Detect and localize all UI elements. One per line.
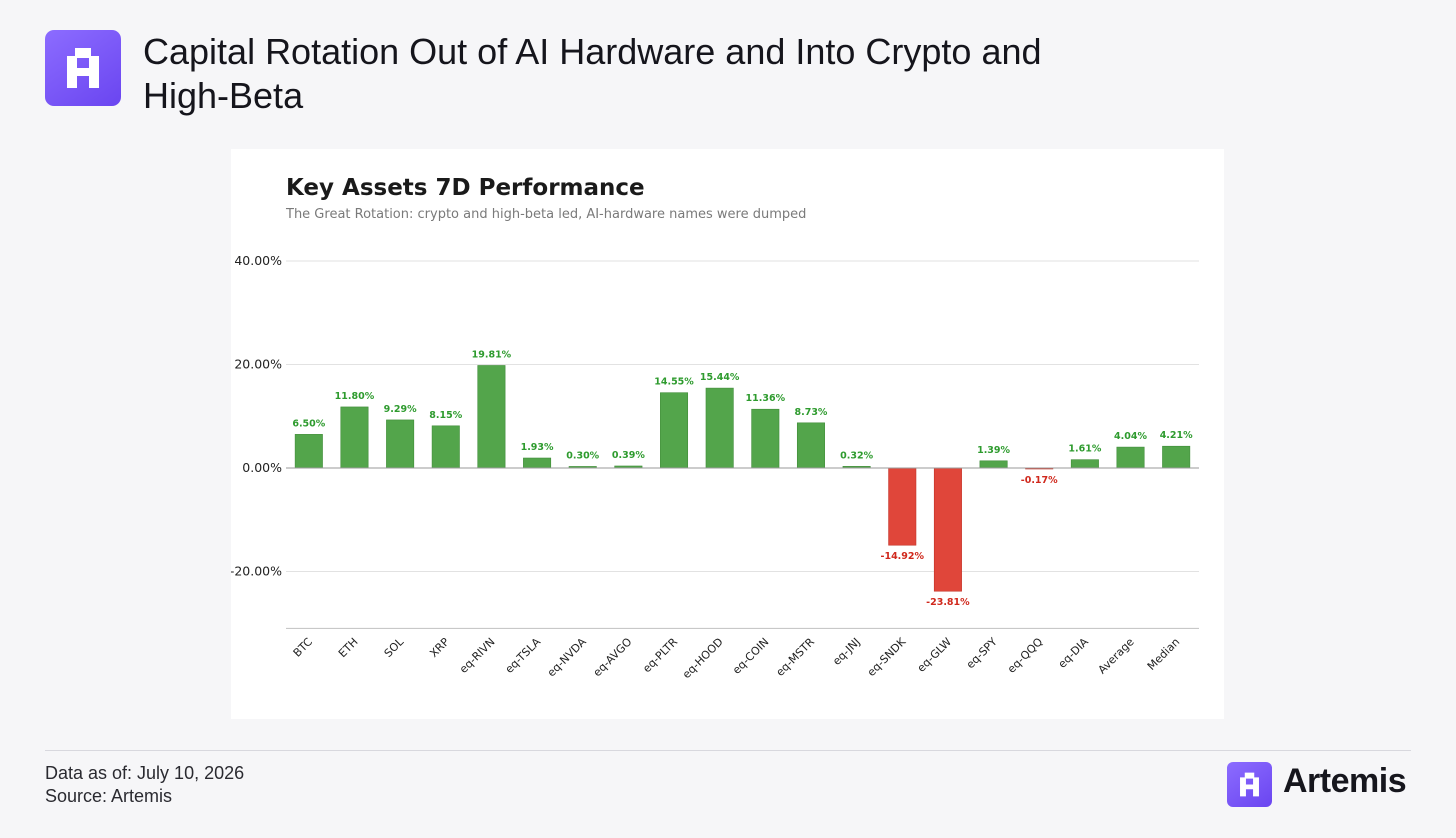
x-tick-label: eq-COIN bbox=[730, 635, 771, 676]
brand-name: Artemis bbox=[1283, 762, 1407, 800]
artemis-logo-icon bbox=[45, 30, 121, 106]
x-tick-label: eq-JNJ bbox=[830, 635, 863, 668]
bar bbox=[888, 467, 917, 546]
bar bbox=[1070, 459, 1099, 469]
data-label: 0.39% bbox=[612, 450, 645, 461]
x-tick-label: Median bbox=[1145, 635, 1183, 673]
bar bbox=[933, 467, 962, 592]
bar bbox=[294, 434, 323, 469]
bar-chart: 40.00% 20.00% 0.00% -20.00% 6.50% BTC 11.80% ET… bbox=[231, 253, 1199, 681]
data-label: 6.50% bbox=[292, 418, 325, 429]
x-tick-label: eq-PLTR bbox=[640, 635, 680, 675]
x-tick-label: eq-GLW bbox=[915, 635, 954, 674]
x-tick-label: XRP bbox=[427, 635, 452, 660]
x-tick-label: eq-RIVN bbox=[457, 635, 498, 676]
bar bbox=[705, 387, 734, 469]
x-tick-label: Average bbox=[1096, 635, 1137, 676]
chart-title: Key Assets 7D Performance bbox=[286, 175, 645, 201]
chart-card: Key Assets 7D Performance The Great Rota… bbox=[231, 149, 1224, 719]
data-label: 1.39% bbox=[977, 445, 1010, 456]
data-date: Data as of: July 10, 2026 bbox=[45, 763, 245, 783]
bar bbox=[386, 419, 415, 469]
x-tick-label: eq-AVGO bbox=[591, 635, 635, 679]
data-label: 8.15% bbox=[429, 410, 462, 421]
data-label: 8.73% bbox=[794, 407, 827, 418]
x-tick-label: eq-MSTR bbox=[774, 635, 818, 679]
x-tick-label: ETH bbox=[336, 635, 361, 660]
x-tick-label: eq-TSLA bbox=[503, 635, 544, 676]
y-tick-label: 20.00% bbox=[234, 357, 282, 372]
bar bbox=[796, 422, 825, 469]
x-tick-label: BTC bbox=[291, 635, 315, 659]
data-label: -14.92% bbox=[881, 551, 925, 562]
data-label: 11.36% bbox=[746, 393, 786, 404]
x-tick-label: eq-NVDA bbox=[545, 635, 589, 679]
y-tick-label: 0.00% bbox=[242, 460, 282, 475]
bar bbox=[660, 392, 689, 469]
bar bbox=[523, 457, 552, 469]
data-label: -23.81% bbox=[926, 597, 970, 608]
bar bbox=[751, 408, 780, 469]
bar bbox=[431, 425, 460, 469]
footer-divider bbox=[45, 750, 1411, 751]
bar bbox=[1162, 445, 1191, 469]
data-label: 11.80% bbox=[335, 391, 375, 402]
data-source: Source: Artemis bbox=[45, 786, 173, 806]
bar bbox=[1116, 446, 1145, 469]
data-label: 1.61% bbox=[1068, 444, 1101, 455]
bar bbox=[477, 365, 506, 469]
y-tick-label: -20.00% bbox=[231, 564, 282, 579]
chart-subtitle: The Great Rotation: crypto and high-beta… bbox=[286, 207, 807, 222]
x-tick-label: eq-QQQ bbox=[1005, 635, 1046, 676]
x-tick-label: eq-HOOD bbox=[680, 635, 726, 681]
x-tick-label: eq-SPY bbox=[964, 635, 1000, 671]
y-tick-label: 40.00% bbox=[234, 253, 282, 268]
x-tick-label: eq-DIA bbox=[1056, 635, 1092, 671]
data-label: 1.93% bbox=[521, 442, 554, 453]
x-tick-label: SOL bbox=[382, 635, 407, 660]
bar bbox=[979, 460, 1008, 469]
x-tick-label: eq-SNDK bbox=[865, 635, 909, 679]
artemis-brand-icon bbox=[1227, 762, 1272, 807]
data-label: 14.55% bbox=[654, 377, 694, 388]
page-title: Capital Rotation Out of AI Hardware and … bbox=[143, 31, 1042, 116]
data-label: 0.32% bbox=[840, 450, 873, 461]
data-label: 19.81% bbox=[472, 349, 512, 360]
data-label: 9.29% bbox=[384, 404, 417, 415]
data-label: -0.17% bbox=[1021, 475, 1058, 486]
bar bbox=[340, 406, 369, 469]
data-label: 4.21% bbox=[1160, 430, 1193, 441]
data-label: 15.44% bbox=[700, 372, 740, 383]
data-label: 0.30% bbox=[566, 450, 599, 461]
data-label: 4.04% bbox=[1114, 431, 1147, 442]
